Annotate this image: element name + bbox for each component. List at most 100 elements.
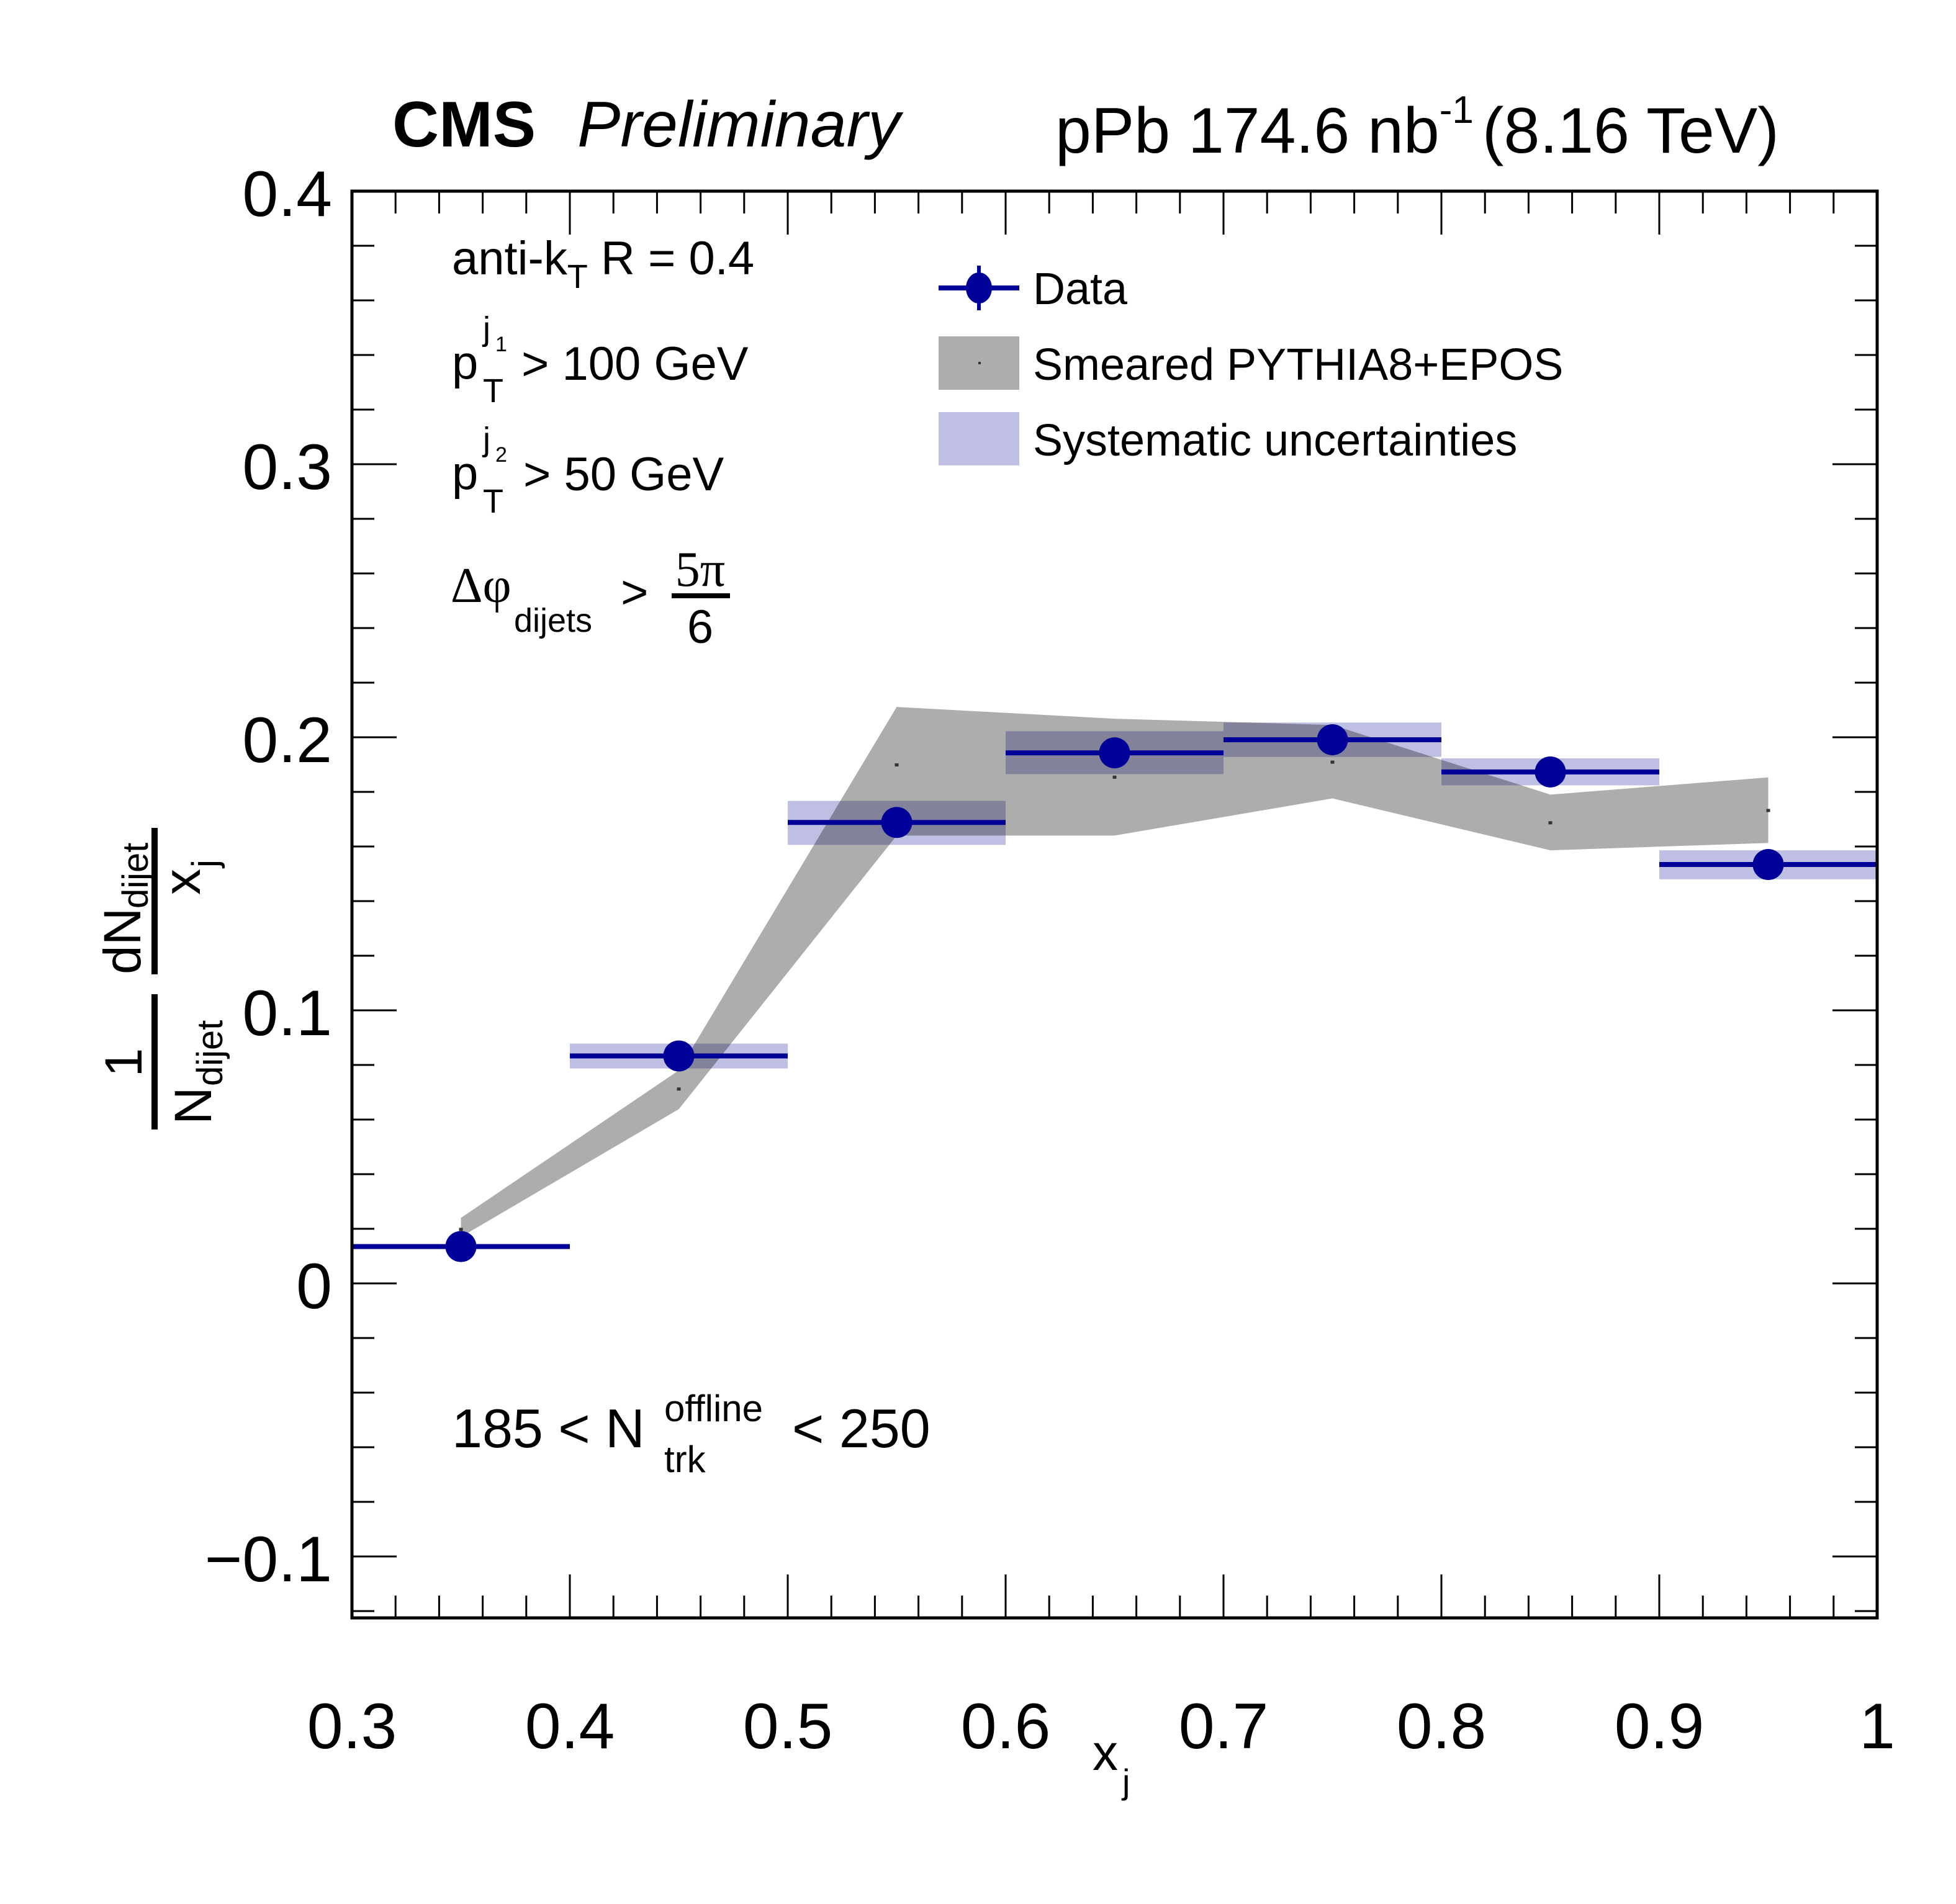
mc-band-layer bbox=[461, 707, 1769, 1237]
algo-main: anti-k bbox=[452, 232, 568, 285]
y-axis-title: 1 N dijet dN dijet x j bbox=[93, 828, 230, 1129]
x-axis-label-sub: j bbox=[1121, 1762, 1130, 1801]
x-axis-title: x j bbox=[1093, 1725, 1130, 1801]
legend-label-syst: Systematic uncertainties bbox=[1033, 416, 1517, 465]
pt1-rest: > 100 GeV bbox=[521, 338, 749, 390]
pt2-sub: T bbox=[483, 483, 503, 520]
multiplicity-annotation: 185 < N offline trk < 250 bbox=[452, 1388, 931, 1480]
mc-center-point bbox=[1548, 821, 1553, 825]
mult-sub: trk bbox=[664, 1439, 706, 1480]
legend-syst-swatch bbox=[939, 412, 1019, 465]
algo-rest: R = 0.4 bbox=[588, 232, 754, 285]
x-tick-label: 0.9 bbox=[1615, 1691, 1705, 1763]
mc-center-layer bbox=[459, 760, 1770, 1231]
subleading-jet-pt-annotation: p T j 2 > 50 GeV bbox=[452, 421, 724, 520]
mult-right: < 250 bbox=[792, 1398, 931, 1459]
x-tick-label: 0.6 bbox=[961, 1691, 1051, 1763]
x-tick-label: 0.4 bbox=[525, 1691, 615, 1763]
x-tick-label: 0.5 bbox=[743, 1691, 833, 1763]
experiment-label: CMS bbox=[392, 89, 536, 161]
y-tick-label: 0 bbox=[296, 1251, 332, 1322]
plot-frame bbox=[350, 189, 1879, 1620]
mc-center-point bbox=[677, 1087, 681, 1091]
ylabel-one: 1 bbox=[94, 1048, 153, 1077]
ylabel-dN: dN bbox=[93, 908, 151, 974]
axes bbox=[350, 189, 1879, 1620]
legend-item-syst: Systematic uncertainties bbox=[939, 412, 1517, 465]
data-marker bbox=[1099, 737, 1130, 769]
pt1-sup: j bbox=[482, 310, 490, 348]
mult-left: 185 < N bbox=[452, 1398, 645, 1459]
lumi-exponent: -1 bbox=[1440, 89, 1474, 132]
mc-center-point bbox=[459, 1228, 463, 1231]
data-marker bbox=[1317, 724, 1348, 755]
pt1-supsub: 1 bbox=[495, 333, 507, 356]
mc-center-point bbox=[1330, 760, 1335, 764]
x-tick-label: 1 bbox=[1859, 1691, 1895, 1763]
pt1-p: p bbox=[452, 336, 478, 389]
data-point bbox=[570, 1040, 788, 1072]
legend-label-mc: Smeared PYTHIA8+EPOS bbox=[1033, 340, 1563, 390]
data-marker bbox=[881, 807, 913, 838]
y-tick-labels: −0.1 0 0.1 0.2 0.3 0.4 bbox=[205, 158, 332, 1596]
dphi-denominator: 6 bbox=[687, 601, 713, 653]
y-tick-label: 0.4 bbox=[242, 158, 332, 230]
svg-text:pPb 174.6 nb-1(8.16 TeV): pPb 174.6 nb-1 (8.16 TeV) bbox=[1055, 89, 1779, 167]
energy-text: (8.16 TeV) bbox=[1482, 95, 1779, 167]
ylabel-dN-sub: dijet bbox=[115, 843, 156, 909]
mc-center-point bbox=[895, 763, 899, 766]
ylabel-bar-2 bbox=[151, 828, 158, 974]
data-marker bbox=[1535, 756, 1566, 788]
algo-sub: T bbox=[567, 258, 588, 295]
mc-band bbox=[461, 707, 1769, 1237]
data-point bbox=[788, 807, 1006, 838]
data-point bbox=[1006, 737, 1224, 769]
legend-item-mc: Smeared PYTHIA8+EPOS bbox=[939, 336, 1563, 390]
legend-mc-dot bbox=[978, 362, 981, 364]
data-point bbox=[352, 1231, 570, 1262]
data-layer bbox=[352, 724, 1877, 1262]
data-marker bbox=[445, 1231, 477, 1262]
dphi-fraction-bar bbox=[672, 593, 730, 598]
dphi-gt: > bbox=[621, 566, 648, 619]
data-marker bbox=[1752, 849, 1784, 881]
x-tick-labels: 0.3 0.4 0.5 0.6 0.7 0.8 0.9 1 bbox=[307, 1691, 1895, 1763]
pt2-sup: j bbox=[482, 421, 490, 458]
ylabel-x-sub: j bbox=[185, 860, 225, 869]
data-point bbox=[1441, 756, 1659, 788]
svg-text:anti-kT R = 0.4: anti-kT R = 0.4 bbox=[452, 232, 754, 295]
y-tick-label: 0.1 bbox=[242, 977, 332, 1049]
x-tick-label: 0.7 bbox=[1179, 1691, 1269, 1763]
legend-data-marker bbox=[966, 272, 992, 303]
ylabel-bar-1 bbox=[151, 994, 158, 1129]
x-tick-label: 0.8 bbox=[1397, 1691, 1487, 1763]
legend-item-data: Data bbox=[939, 264, 1128, 314]
dphi-symbol: Δφ bbox=[451, 559, 512, 613]
dphi-numerator: 5π bbox=[675, 542, 725, 597]
lumi-label: pPb 174.6 nb-1 (8.16 TeV) bbox=[1055, 89, 1779, 167]
y-tick-label: 0.2 bbox=[242, 704, 332, 776]
dphi-annotation: Δφ dijets > 5π 6 bbox=[451, 542, 730, 653]
pt2-rest: > 50 GeV bbox=[523, 448, 724, 501]
legend: Data Smeared PYTHIA8+EPOS Systematic unc… bbox=[939, 264, 1563, 465]
pt2-supsub: 2 bbox=[495, 443, 507, 467]
pt2-p: p bbox=[452, 447, 478, 500]
ylabel-x: x bbox=[153, 869, 211, 895]
leading-jet-pt-annotation: p T j 1 > 100 GeV bbox=[452, 310, 749, 410]
mc-center-point bbox=[1112, 775, 1117, 779]
ylabel-N: N bbox=[164, 1087, 222, 1125]
ylabel-N-sub: dijet bbox=[190, 1020, 230, 1086]
system-text: pPb 174.6 nb bbox=[1055, 95, 1440, 167]
data-point bbox=[1224, 724, 1441, 755]
y-tick-label: 0.3 bbox=[242, 431, 332, 503]
legend-label-data: Data bbox=[1033, 264, 1128, 314]
x-tick-label: 0.3 bbox=[307, 1691, 397, 1763]
status-label: Preliminary bbox=[577, 89, 904, 161]
y-tick-label: −0.1 bbox=[205, 1524, 332, 1596]
dphi-sub: dijets bbox=[514, 602, 592, 639]
jet-algorithm-annotation: anti-kT R = 0.4 bbox=[452, 232, 754, 295]
x-axis-label: x bbox=[1093, 1725, 1118, 1781]
data-point bbox=[1659, 849, 1877, 881]
mc-center-point bbox=[1766, 809, 1770, 812]
